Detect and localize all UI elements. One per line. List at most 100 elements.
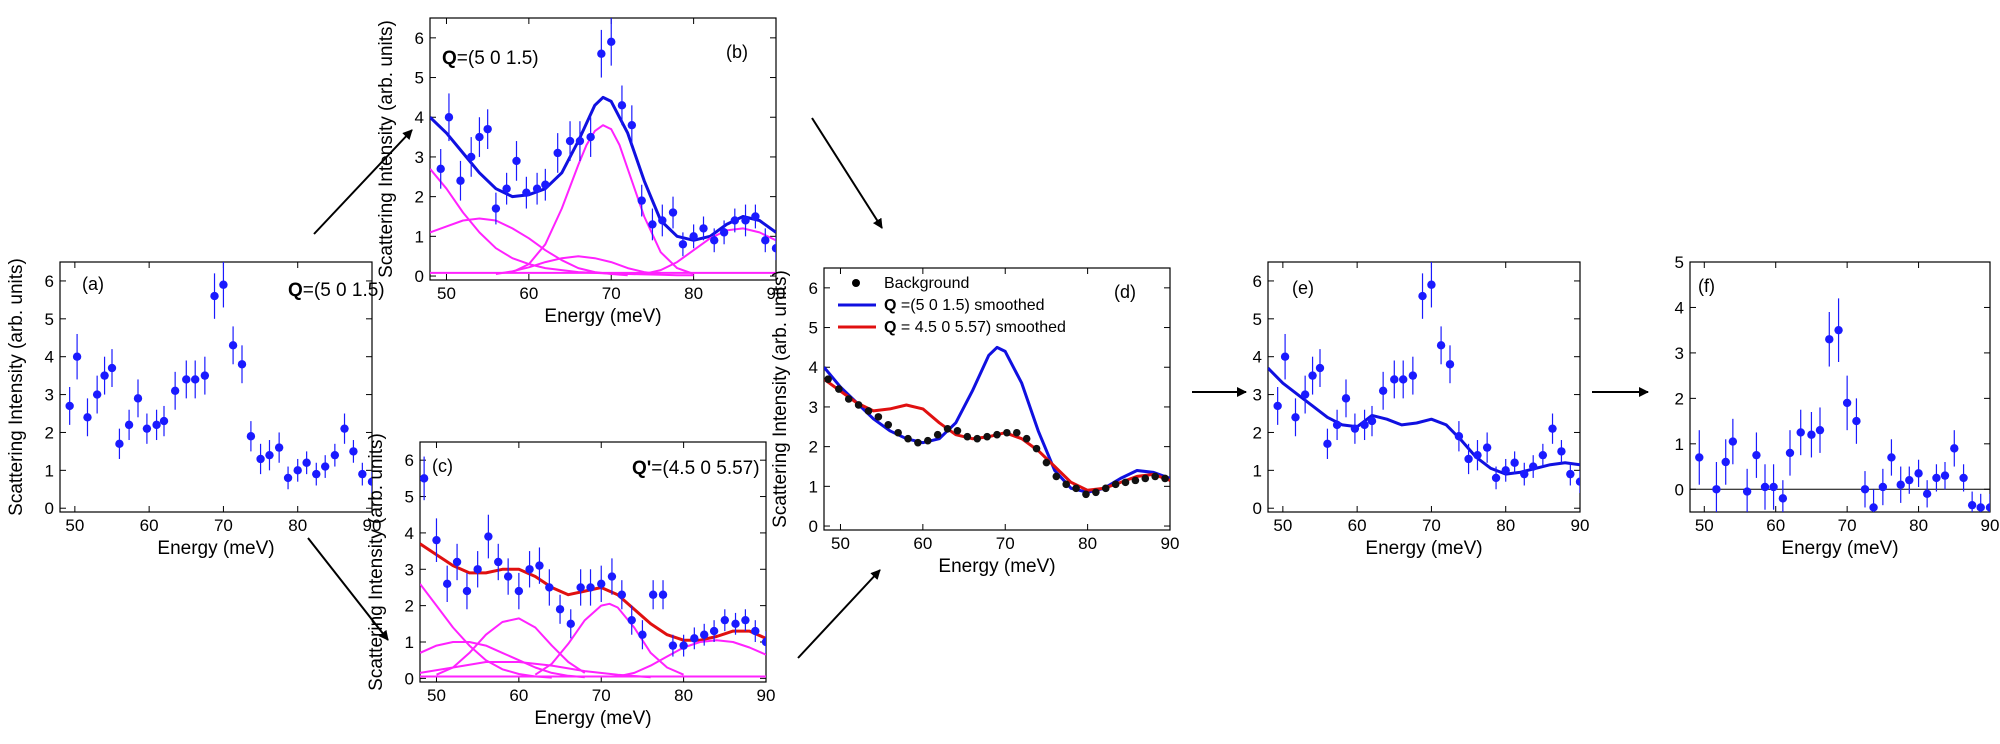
data-point <box>678 240 688 249</box>
x-tick-label: 80 <box>1078 534 1097 553</box>
data-point <box>133 394 143 403</box>
data-point <box>719 228 729 237</box>
data-point <box>566 619 575 629</box>
flow-arrow-b-to-d <box>811 117 883 229</box>
plot-frame <box>59 261 373 513</box>
data-point <box>1834 325 1843 335</box>
q-annotation: Q=(5 0 1.5) <box>442 48 539 69</box>
y-tick-label: 1 <box>45 461 54 480</box>
data-point <box>452 557 462 567</box>
y-tick-label: 1 <box>1253 461 1262 480</box>
x-tick-label: 50 <box>65 516 84 535</box>
background-point <box>904 434 912 443</box>
data-point <box>637 196 646 205</box>
data-point <box>367 477 372 486</box>
data-layer <box>420 456 766 679</box>
x-axis-label: Energy (meV) <box>544 306 661 327</box>
y-tick-label: 2 <box>1253 423 1262 442</box>
panel-label: (b) <box>726 42 748 62</box>
background-point <box>1022 434 1031 443</box>
data-point <box>456 176 465 185</box>
y-tick-label: 0 <box>1675 480 1684 499</box>
x-tick-label: 70 <box>1422 516 1441 535</box>
data-point <box>293 466 302 475</box>
q-annotation: Q'=(4.5 0 5.57) <box>632 458 760 479</box>
q-value: =(5 0 1.5) <box>303 280 385 301</box>
background-point <box>1082 490 1090 499</box>
x-tick-label: 90 <box>1981 516 2000 535</box>
series-line <box>511 124 694 275</box>
data-point <box>541 180 550 189</box>
data-point <box>668 641 678 650</box>
data-point <box>1548 424 1557 433</box>
x-axis-label: Energy (meV) <box>1365 538 1482 559</box>
panel-label: (d) <box>1114 282 1136 302</box>
data-point <box>690 634 699 643</box>
y-tick-label: 6 <box>415 29 424 48</box>
y-axis-label: Scattering Intensity (arb. units) <box>6 258 27 516</box>
data-point <box>1860 485 1870 494</box>
x-tick-label: 50 <box>427 686 446 705</box>
y-tick-label: 1 <box>415 227 424 246</box>
data-point <box>283 473 293 483</box>
data-point <box>432 535 441 545</box>
data-point <box>1950 444 1959 453</box>
data-point <box>1378 386 1388 395</box>
background-point <box>835 385 843 393</box>
legend-entry: Q = 4.5 0 5.57) smoothed <box>884 319 1066 336</box>
y-tick-label: 2 <box>45 423 54 442</box>
data-point <box>1408 371 1418 380</box>
y-tick-label: 1 <box>1675 435 1684 454</box>
y-tick-label: 2 <box>1675 389 1684 408</box>
data-point <box>83 413 92 422</box>
y-tick-label: 4 <box>415 108 424 127</box>
background-point <box>1092 488 1100 497</box>
background-point <box>1141 474 1150 483</box>
data-point <box>1807 430 1816 439</box>
data-point <box>1323 439 1332 449</box>
x-tick-label: 70 <box>996 534 1015 553</box>
data-point <box>771 244 776 253</box>
data-point <box>1341 394 1351 403</box>
data-point <box>1575 477 1580 486</box>
plot-frame <box>823 267 1171 531</box>
data-point <box>689 232 698 241</box>
x-tick-label: 50 <box>437 284 456 303</box>
y-tick-label: 5 <box>1675 253 1684 272</box>
data-point <box>522 188 531 197</box>
legend-marker <box>852 279 860 287</box>
data-point <box>1399 375 1408 384</box>
panel-d: 50 60 70 80 90 0 1 2 3 4 5 6 Energy (meV) Scattering … <box>770 267 1179 577</box>
data-point <box>1520 469 1529 479</box>
data-point <box>321 462 330 471</box>
data-point <box>124 420 134 430</box>
data-point <box>1332 420 1342 430</box>
x-tick-label: 70 <box>214 516 233 535</box>
data-point <box>1308 371 1317 380</box>
data-point <box>466 152 476 162</box>
background-point <box>1121 478 1130 487</box>
x-tick-label: 60 <box>519 284 538 303</box>
series-line <box>1268 367 1580 476</box>
data-point <box>668 208 678 217</box>
legend-text: = 4.5 0 5.57) smoothed <box>896 319 1065 336</box>
data-point <box>210 291 219 301</box>
y-axis-label: Scattering Intensity (arb. units) <box>770 270 791 528</box>
data-point <box>1815 425 1825 435</box>
y-tick-label: 5 <box>415 69 424 88</box>
data-point <box>638 630 647 639</box>
y-tick-label: 0 <box>1253 499 1262 518</box>
data-point <box>658 216 667 225</box>
data-point <box>1291 413 1300 422</box>
background-point <box>963 432 972 441</box>
data-point <box>586 583 595 592</box>
data-point <box>1427 280 1436 289</box>
data-point <box>545 583 554 592</box>
data-point <box>1887 453 1896 462</box>
data-point <box>597 579 606 589</box>
legend-entry: Background <box>884 275 969 292</box>
flow-arrows <box>307 117 1649 659</box>
data-point <box>1445 360 1455 369</box>
q-value: =(4.5 0 5.57) <box>651 458 759 479</box>
